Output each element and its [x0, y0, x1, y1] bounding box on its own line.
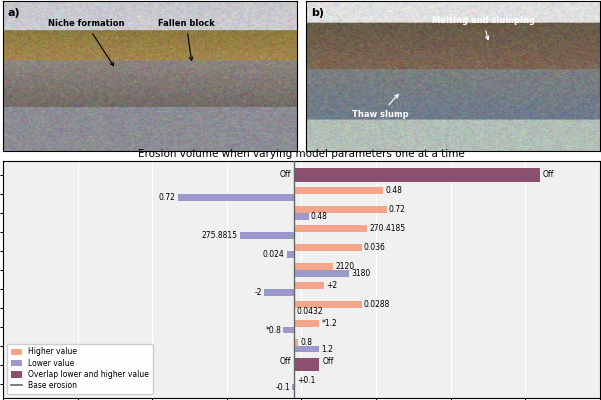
Bar: [287, 251, 294, 258]
Bar: [293, 384, 294, 390]
Text: 270.4185: 270.4185: [370, 224, 406, 233]
Bar: [294, 225, 367, 232]
Bar: [294, 244, 362, 251]
Text: 0.48: 0.48: [385, 186, 402, 195]
Bar: [294, 187, 383, 194]
Bar: [264, 289, 294, 296]
Text: Off: Off: [279, 357, 291, 366]
Text: Off: Off: [543, 170, 555, 180]
Text: -0.1: -0.1: [275, 382, 290, 392]
Text: Niche formation: Niche formation: [48, 20, 124, 66]
Bar: [240, 232, 294, 238]
Text: 0.8: 0.8: [300, 338, 313, 347]
Text: Off: Off: [279, 170, 291, 180]
Text: *1.2: *1.2: [322, 319, 337, 328]
Bar: [294, 168, 540, 175]
Text: Melting and slumping: Melting and slumping: [432, 16, 535, 40]
Bar: [294, 377, 296, 384]
Bar: [178, 194, 294, 201]
Bar: [294, 270, 349, 276]
Bar: [294, 358, 319, 365]
Bar: [294, 339, 299, 346]
Bar: [294, 282, 324, 289]
Text: +2: +2: [326, 281, 337, 290]
Text: Thaw slump: Thaw slump: [352, 94, 409, 119]
Text: -2: -2: [254, 288, 262, 297]
Text: +0.1: +0.1: [297, 376, 316, 385]
Text: 1.2: 1.2: [322, 345, 334, 354]
Bar: [294, 346, 319, 352]
Bar: [294, 263, 333, 270]
Text: a): a): [8, 8, 20, 18]
Text: 0.0288: 0.0288: [364, 300, 390, 309]
Bar: [294, 365, 319, 372]
Bar: [294, 301, 362, 308]
Bar: [294, 206, 386, 213]
Text: 0.72: 0.72: [159, 193, 175, 202]
Text: 0.024: 0.024: [263, 250, 285, 259]
Text: b): b): [311, 8, 324, 18]
Legend: Higher value, Lower value, Overlap lower and higher value, Base erosion: Higher value, Lower value, Overlap lower…: [7, 344, 153, 394]
Text: 0.48: 0.48: [311, 212, 328, 221]
Text: 3180: 3180: [351, 269, 370, 278]
Text: Fallen block: Fallen block: [158, 20, 215, 60]
Title: Erosion volume when varying model parameters one at a time: Erosion volume when varying model parame…: [138, 148, 465, 158]
Bar: [294, 175, 540, 182]
Bar: [294, 213, 308, 220]
Text: 275.8815: 275.8815: [202, 231, 238, 240]
Text: *0.8: *0.8: [266, 326, 281, 335]
Text: 2120: 2120: [335, 262, 355, 271]
Text: 0.0432: 0.0432: [297, 307, 323, 316]
Text: 0.036: 0.036: [364, 243, 386, 252]
Text: 0.72: 0.72: [389, 205, 406, 214]
Bar: [294, 320, 319, 327]
Bar: [284, 327, 294, 334]
Text: Off: Off: [322, 357, 334, 366]
